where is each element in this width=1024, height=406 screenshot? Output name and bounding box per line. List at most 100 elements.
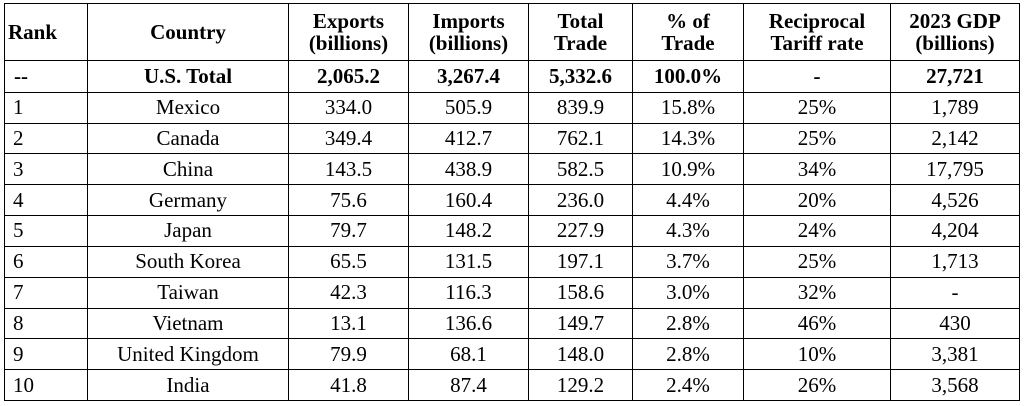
cell-total-trade: 762.1 xyxy=(528,122,633,155)
total-imports: 3,267.4 xyxy=(408,60,529,93)
cell-exports: 79.7 xyxy=(288,215,409,247)
cell-pct-trade: 14.3% xyxy=(632,122,744,155)
cell-gdp: 1,713 xyxy=(890,245,1020,278)
header-total-trade: Total Trade xyxy=(528,3,633,61)
table-row: 8 Vietnam 13.1 136.6 149.7 2.8% 46% 430 xyxy=(4,307,1020,340)
cell-gdp: 4,204 xyxy=(890,215,1020,247)
cell-rank: 6 xyxy=(4,245,88,278)
cell-rank: 2 xyxy=(4,122,88,155)
cell-tariff: 25% xyxy=(743,245,891,278)
cell-pct-trade: 3.0% xyxy=(632,276,744,309)
cell-imports: 438.9 xyxy=(408,153,529,186)
cell-exports: 79.9 xyxy=(288,338,409,371)
cell-exports: 143.5 xyxy=(288,153,409,186)
table-row: 2 Canada 349.4 412.7 762.1 14.3% 25% 2,1… xyxy=(4,122,1020,155)
header-row: Rank Country Exports (billions) Imports … xyxy=(4,3,1020,61)
cell-rank: 4 xyxy=(4,184,88,217)
cell-rank: 5 xyxy=(4,215,88,247)
total-tariff: - xyxy=(743,60,891,93)
cell-country: Canada xyxy=(87,122,289,155)
header-imports-line1: Imports xyxy=(432,9,505,33)
header-pct-trade: % of Trade xyxy=(632,3,744,61)
cell-exports: 42.3 xyxy=(288,276,409,309)
header-gdp: 2023 GDP (billions) xyxy=(890,3,1020,61)
cell-gdp: 430 xyxy=(890,307,1020,340)
cell-gdp: 2,142 xyxy=(890,122,1020,155)
cell-tariff: 25% xyxy=(743,91,891,124)
total-row: -- U.S. Total 2,065.2 3,267.4 5,332.6 10… xyxy=(4,60,1020,93)
cell-exports: 41.8 xyxy=(288,369,409,401)
cell-total-trade: 149.7 xyxy=(528,307,633,340)
cell-tariff: 46% xyxy=(743,307,891,340)
header-rank: Rank xyxy=(4,3,88,61)
cell-rank: 7 xyxy=(4,276,88,309)
cell-tariff: 26% xyxy=(743,369,891,401)
cell-rank: 9 xyxy=(4,338,88,371)
total-exports: 2,065.2 xyxy=(288,60,409,93)
cell-total-trade: 197.1 xyxy=(528,245,633,278)
total-rank: -- xyxy=(4,60,88,93)
header-country: Country xyxy=(87,3,289,61)
cell-country: Mexico xyxy=(87,91,289,124)
cell-country: Taiwan xyxy=(87,276,289,309)
cell-pct-trade: 4.4% xyxy=(632,184,744,217)
table-row: 9 United Kingdom 79.9 68.1 148.0 2.8% 10… xyxy=(4,338,1020,371)
cell-total-trade: 839.9 xyxy=(528,91,633,124)
cell-total-trade: 148.0 xyxy=(528,338,633,371)
cell-gdp: 17,795 xyxy=(890,153,1020,186)
cell-gdp: 1,789 xyxy=(890,91,1020,124)
cell-exports: 334.0 xyxy=(288,91,409,124)
table-row: 10 India 41.8 87.4 129.2 2.4% 26% 3,568 xyxy=(4,369,1020,401)
cell-imports: 148.2 xyxy=(408,215,529,247)
cell-exports: 13.1 xyxy=(288,307,409,340)
cell-rank: 8 xyxy=(4,307,88,340)
cell-imports: 412.7 xyxy=(408,122,529,155)
header-imports: Imports (billions) xyxy=(408,3,529,61)
header-tariff-line1: Reciprocal xyxy=(768,9,866,33)
total-country: U.S. Total xyxy=(87,60,289,93)
cell-tariff: 20% xyxy=(743,184,891,217)
header-exports-line1: Exports xyxy=(312,9,385,33)
header-total-trade-line1: Total xyxy=(557,9,604,33)
cell-total-trade: 236.0 xyxy=(528,184,633,217)
cell-total-trade: 129.2 xyxy=(528,369,633,401)
cell-gdp: - xyxy=(890,276,1020,309)
table-row: 3 China 143.5 438.9 582.5 10.9% 34% 17,7… xyxy=(4,153,1020,186)
cell-country: Vietnam xyxy=(87,307,289,340)
cell-imports: 131.5 xyxy=(408,245,529,278)
table-row: 1 Mexico 334.0 505.9 839.9 15.8% 25% 1,7… xyxy=(4,91,1020,124)
total-trade: 5,332.6 xyxy=(528,60,633,93)
cell-exports: 65.5 xyxy=(288,245,409,278)
cell-country: India xyxy=(87,369,289,401)
cell-country: Japan xyxy=(87,215,289,247)
cell-imports: 160.4 xyxy=(408,184,529,217)
cell-tariff: 32% xyxy=(743,276,891,309)
total-pct-trade: 100.0% xyxy=(632,60,744,93)
cell-country: South Korea xyxy=(87,245,289,278)
cell-gdp: 3,381 xyxy=(890,338,1020,371)
cell-rank: 10 xyxy=(4,369,88,401)
cell-gdp: 3,568 xyxy=(890,369,1020,401)
cell-rank: 1 xyxy=(4,91,88,124)
cell-gdp: 4,526 xyxy=(890,184,1020,217)
cell-total-trade: 582.5 xyxy=(528,153,633,186)
header-gdp-line2: (billions) xyxy=(915,31,995,55)
cell-tariff: 24% xyxy=(743,215,891,247)
header-gdp-line1: 2023 GDP xyxy=(909,9,1001,33)
total-gdp: 27,721 xyxy=(890,60,1020,93)
cell-country: China xyxy=(87,153,289,186)
cell-pct-trade: 2.8% xyxy=(632,307,744,340)
header-imports-line2: (billions) xyxy=(428,31,509,55)
cell-rank: 3 xyxy=(4,153,88,186)
cell-total-trade: 227.9 xyxy=(528,215,633,247)
table-row: 4 Germany 75.6 160.4 236.0 4.4% 20% 4,52… xyxy=(4,184,1020,217)
trade-table: Rank Country Exports (billions) Imports … xyxy=(4,3,1020,401)
cell-imports: 68.1 xyxy=(408,338,529,371)
table-row: 7 Taiwan 42.3 116.3 158.6 3.0% 32% - xyxy=(4,276,1020,309)
header-tariff: Reciprocal Tariff rate xyxy=(743,3,891,61)
cell-pct-trade: 3.7% xyxy=(632,245,744,278)
cell-country: United Kingdom xyxy=(87,338,289,371)
cell-exports: 349.4 xyxy=(288,122,409,155)
header-pct-trade-line2: Trade xyxy=(661,31,715,55)
cell-imports: 136.6 xyxy=(408,307,529,340)
